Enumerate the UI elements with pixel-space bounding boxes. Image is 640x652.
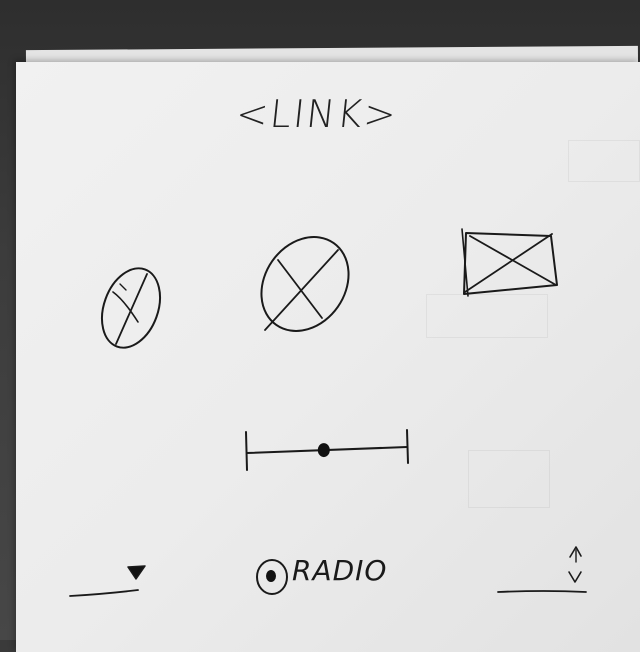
- radio-label: RADIO: [292, 554, 388, 587]
- up-down-arrows-icon: [568, 546, 582, 583]
- stepper-line: [497, 590, 587, 593]
- slider-thumb: [317, 443, 330, 458]
- image-placeholder-icon: [461, 228, 558, 297]
- large-placeholder-icon: [260, 236, 350, 332]
- stepper[interactable]: [497, 546, 587, 593]
- sketch-paper: [16, 62, 640, 652]
- slider[interactable]: [245, 429, 409, 471]
- radio-outer-circle: [256, 559, 288, 595]
- small-placeholder-icon: [101, 267, 161, 349]
- dropdown-line: [69, 589, 139, 597]
- dropdown[interactable]: [69, 565, 146, 597]
- radio-button[interactable]: [256, 559, 288, 595]
- ghost-sketch: [468, 450, 550, 508]
- ghost-sketch: [426, 294, 548, 338]
- slider-right-cap: [406, 429, 409, 464]
- slider-left-cap: [245, 431, 248, 471]
- radio-inner-dot: [266, 570, 276, 582]
- triangle-down-icon: [127, 565, 146, 580]
